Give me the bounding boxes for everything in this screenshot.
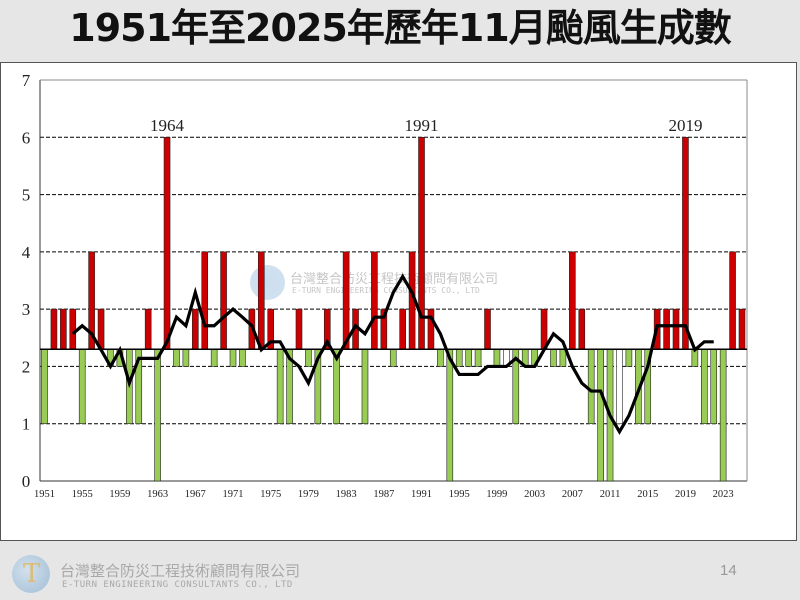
bar-1993 bbox=[437, 348, 444, 367]
x-tick-label: 1959 bbox=[109, 489, 130, 500]
page-title: 1951年至2025年歷年11月颱風生成數 bbox=[69, 6, 731, 50]
peak-annotation: 1964 bbox=[150, 116, 185, 135]
y-tick-label: 2 bbox=[22, 357, 31, 376]
peak-annotation: 2019 bbox=[668, 116, 702, 135]
x-tick-label: 1951 bbox=[34, 489, 55, 500]
bar-1988 bbox=[389, 348, 397, 367]
bar-1954 bbox=[69, 308, 77, 350]
bar-1951 bbox=[41, 348, 48, 425]
x-tick-label: 2019 bbox=[675, 489, 696, 500]
bar-2006 bbox=[559, 348, 567, 367]
bar-1994 bbox=[446, 348, 454, 482]
bar-1972 bbox=[239, 348, 246, 367]
bar-1965 bbox=[173, 348, 180, 367]
y-tick-label: 0 bbox=[22, 472, 31, 491]
bar-1962 bbox=[144, 308, 152, 350]
bar-1969 bbox=[210, 348, 218, 367]
bar-2024 bbox=[729, 251, 736, 350]
bar-1968 bbox=[201, 251, 209, 350]
x-tick-label: 2011 bbox=[600, 489, 621, 500]
bar-2009 bbox=[587, 348, 595, 425]
bar-2018 bbox=[672, 308, 680, 350]
bar-1997 bbox=[474, 348, 482, 367]
x-tick-label: 1979 bbox=[298, 489, 319, 500]
bar-2019 bbox=[682, 136, 689, 350]
bar-1953 bbox=[60, 308, 67, 350]
bar-1970 bbox=[220, 251, 227, 350]
bar-2021 bbox=[700, 348, 708, 425]
bar-1996 bbox=[465, 348, 472, 367]
page-number: 14 bbox=[720, 562, 737, 579]
bar-2008 bbox=[578, 308, 586, 350]
watermark-company-en: E-TURN ENGINEERING CONSULTANTS CO., LTD bbox=[292, 286, 480, 295]
x-tick-label: 1955 bbox=[72, 489, 93, 500]
y-tick-label: 5 bbox=[22, 186, 31, 205]
company-logo-icon bbox=[12, 555, 50, 593]
bar-2013 bbox=[625, 348, 633, 367]
moving-average-line bbox=[71, 273, 714, 435]
bar-2005 bbox=[550, 348, 557, 367]
x-tick-label: 1991 bbox=[411, 489, 432, 500]
y-tick-label: 1 bbox=[22, 415, 31, 434]
bar-1992 bbox=[427, 308, 435, 350]
bar-1995 bbox=[455, 348, 463, 367]
footer-company-cn: 台灣整合防災工程技術顧問有限公司 bbox=[60, 562, 301, 580]
bar-1978 bbox=[295, 308, 303, 350]
y-tick-label: 6 bbox=[22, 128, 31, 147]
bar-1964 bbox=[163, 136, 171, 350]
y-tick-label: 3 bbox=[22, 300, 31, 319]
x-tick-label: 2003 bbox=[524, 489, 545, 500]
bar-1976 bbox=[276, 348, 284, 425]
x-tick-label: 2015 bbox=[637, 489, 658, 500]
peak-annotation: 1991 bbox=[405, 116, 439, 135]
x-tick-label: 1963 bbox=[147, 489, 168, 500]
bar-2022 bbox=[710, 348, 718, 425]
bar-2007 bbox=[569, 251, 576, 350]
watermark-company-cn: 台灣整合防災工程技術顧問有限公司 bbox=[290, 272, 499, 287]
x-tick-label: 1995 bbox=[449, 489, 470, 500]
x-tick-label: 2023 bbox=[713, 489, 734, 500]
bar-1971 bbox=[229, 348, 237, 367]
bar-1963 bbox=[154, 348, 161, 482]
bar-2012 bbox=[616, 348, 623, 425]
bar-2010 bbox=[597, 348, 604, 482]
y-tick-label: 4 bbox=[22, 243, 31, 262]
x-tick-label: 1999 bbox=[486, 489, 507, 500]
bar-1986 bbox=[371, 251, 378, 350]
bar-2023 bbox=[719, 348, 727, 482]
bar-1952 bbox=[50, 308, 58, 350]
bar-2017 bbox=[663, 308, 670, 350]
footer-company-en: E-TURN ENGINEERING CONSULTANTS CO., LTD bbox=[62, 580, 293, 590]
x-tick-label: 1983 bbox=[336, 489, 357, 500]
bar-1985 bbox=[361, 348, 369, 425]
y-tick-label: 7 bbox=[22, 71, 31, 90]
watermark-logo-icon bbox=[250, 265, 285, 300]
bar-1979 bbox=[305, 348, 312, 367]
bar-1974 bbox=[257, 251, 265, 350]
bar-1967 bbox=[192, 308, 199, 350]
bar-2025 bbox=[738, 308, 746, 350]
x-tick-label: 1971 bbox=[223, 489, 244, 500]
chart-panel bbox=[0, 62, 797, 541]
bar-1983 bbox=[342, 251, 350, 350]
bar-1955 bbox=[78, 348, 86, 425]
x-tick-label: 1987 bbox=[373, 489, 394, 500]
x-tick-label: 1975 bbox=[260, 489, 281, 500]
x-tick-label: 2007 bbox=[562, 489, 583, 500]
bar-1999 bbox=[493, 348, 501, 367]
bar-1966 bbox=[182, 348, 190, 367]
x-tick-label: 1967 bbox=[185, 489, 206, 500]
bar-1998 bbox=[484, 308, 491, 350]
bar-1989 bbox=[399, 308, 406, 350]
